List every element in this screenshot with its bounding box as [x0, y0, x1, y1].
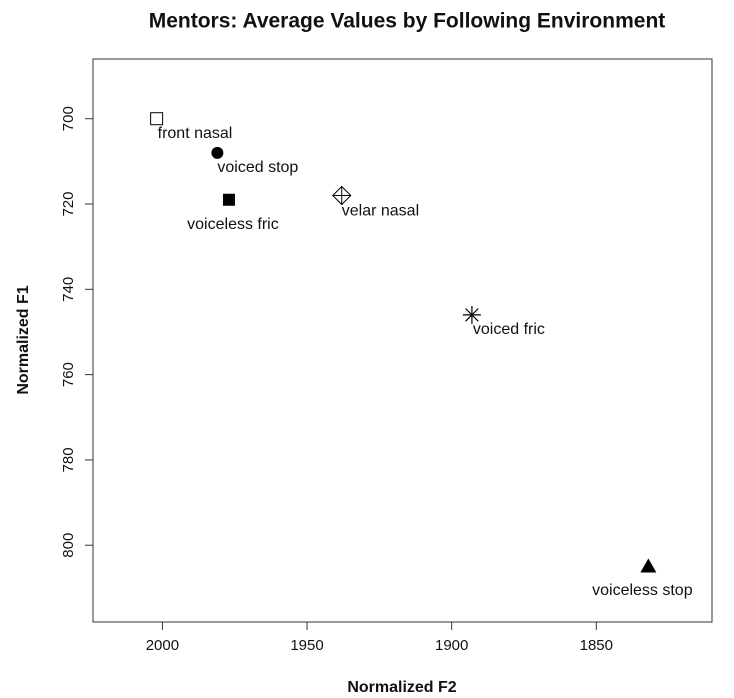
marker-part: [640, 558, 657, 573]
point-label: voiced fric: [473, 321, 545, 338]
marker-part: [150, 112, 164, 126]
point-label: voiceless stop: [592, 582, 693, 599]
x-tick-label: 1900: [435, 637, 468, 654]
y-tick-label: 780: [60, 447, 77, 472]
y-tick-label: 720: [60, 191, 77, 216]
marker-part: [465, 308, 479, 322]
y-tick-label: 740: [60, 277, 77, 302]
y-axis-title: Normalized F1: [15, 285, 32, 394]
y-tick-label: 800: [60, 533, 77, 558]
x-tick-label: 1850: [580, 637, 613, 654]
x-tick-label: 2000: [146, 637, 179, 654]
point: [640, 558, 657, 573]
point: [150, 112, 164, 126]
plot-frame: [92, 58, 713, 623]
point: [211, 146, 224, 159]
point: [222, 193, 235, 206]
marker-part: [222, 193, 235, 206]
x-tick-label: 1950: [290, 637, 323, 654]
point: [462, 305, 481, 324]
marker-part: [211, 146, 224, 159]
point-label: velar nasal: [342, 203, 419, 220]
point-label: voiceless fric: [187, 216, 279, 233]
y-tick-label: 700: [60, 106, 77, 131]
chart-title: Mentors: Average Values by Following Env…: [149, 10, 666, 33]
point-label: voiced stop: [217, 159, 298, 176]
point-label: front nasal: [158, 125, 233, 142]
point: [332, 185, 352, 206]
y-tick-label: 760: [60, 362, 77, 387]
x-axis-title: Normalized F2: [347, 679, 456, 696]
